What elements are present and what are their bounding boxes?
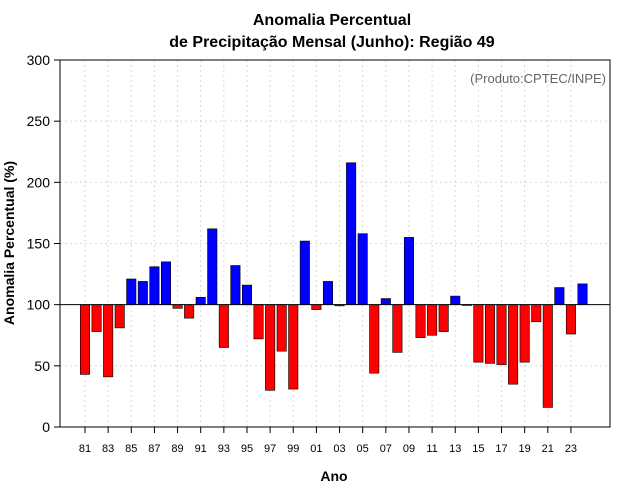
bar-1996 (253, 304, 264, 340)
x-tick-label: 81 (79, 443, 91, 455)
y-tick-label: 0 (42, 419, 50, 435)
bar-2006 (369, 304, 380, 374)
x-tick-label: 01 (310, 443, 322, 455)
bar-1992 (207, 228, 218, 305)
x-tick-label: 89 (171, 443, 183, 455)
bar-2012 (438, 304, 449, 332)
bar-2021 (542, 304, 553, 408)
bar-2007 (380, 298, 391, 305)
bar-1987 (149, 266, 160, 305)
x-tick-label: 15 (472, 443, 484, 455)
grid (60, 59, 610, 428)
x-tick-label: 85 (125, 443, 137, 455)
chart-title-line1: Anomalia Percentual (253, 12, 411, 29)
bar-2004 (346, 162, 357, 305)
bar-2001 (311, 304, 322, 310)
bar-2013 (450, 295, 461, 305)
bar-1983 (103, 304, 114, 378)
bars (80, 162, 588, 408)
credit-text: (Produto:CPTEC/INPE) (470, 71, 606, 86)
x-tick-label: 21 (542, 443, 554, 455)
bar-1989 (172, 304, 183, 309)
bar-1986 (137, 281, 148, 305)
bar-2015 (473, 304, 484, 363)
bar-2016 (484, 304, 495, 364)
bar-1995 (241, 284, 252, 305)
bar-2010 (415, 304, 426, 339)
x-tick-label: 03 (333, 443, 345, 455)
y-tick-label: 100 (27, 297, 51, 313)
x-tick-label: 93 (218, 443, 230, 455)
x-tick-label: 91 (195, 443, 207, 455)
y-tick-label: 300 (27, 52, 51, 68)
y-axis-label: Anomalia Percentual (%) (1, 161, 17, 325)
y-tick-label: 50 (34, 358, 50, 374)
x-tick-label: 13 (449, 443, 461, 455)
x-axis-label: Ano (320, 468, 347, 484)
chart-title-line2: de Precipitação Mensal (Junho): Região 4… (169, 34, 495, 51)
bar-1991 (195, 297, 206, 305)
bar-2024 (577, 283, 588, 305)
y-axis: 0 50 100 150 200 250 300 (27, 52, 60, 435)
bar-2009 (403, 237, 414, 305)
bar-1982 (91, 304, 102, 332)
bar-1998 (276, 304, 287, 352)
bar-2011 (427, 304, 438, 336)
bar-1997 (265, 304, 276, 391)
bar-2017 (496, 304, 507, 365)
x-tick-label: 23 (565, 443, 577, 455)
x-tick-label: 07 (380, 443, 392, 455)
x-tick-label: 95 (241, 443, 253, 455)
x-tick-label: 83 (102, 443, 114, 455)
bar-1990 (184, 304, 195, 319)
bar-2008 (392, 304, 403, 353)
bar-2005 (357, 233, 368, 305)
y-tick-label: 150 (27, 236, 51, 252)
x-tick-label: 97 (264, 443, 276, 455)
bar-2023 (565, 304, 576, 335)
x-tick-label: 05 (357, 443, 369, 455)
bar-2019 (519, 304, 530, 363)
x-tick-label: 17 (495, 443, 507, 455)
bar-2022 (554, 287, 565, 305)
x-tick-label: 09 (403, 443, 415, 455)
x-tick-label: 19 (519, 443, 531, 455)
bar-1993 (218, 304, 229, 348)
bar-1999 (288, 304, 299, 390)
x-axis: 81 83 85 87 89 91 93 95 97 99 01 03 05 07 09 11 13 15 17 19… (79, 427, 577, 455)
bar-1994 (230, 265, 241, 305)
x-tick-label: 99 (287, 443, 299, 455)
bar-2018 (508, 304, 519, 385)
bar-1985 (126, 278, 137, 305)
x-tick-label: 11 (426, 443, 437, 455)
bar-1981 (80, 304, 91, 375)
bar-1988 (160, 261, 171, 305)
bar-1984 (114, 304, 125, 329)
y-tick-label: 250 (27, 113, 51, 129)
bar-2020 (531, 304, 542, 323)
x-tick-label: 87 (148, 443, 160, 455)
bar-2000 (299, 240, 310, 305)
bar-2002 (322, 281, 333, 305)
y-tick-label: 200 (27, 174, 51, 190)
